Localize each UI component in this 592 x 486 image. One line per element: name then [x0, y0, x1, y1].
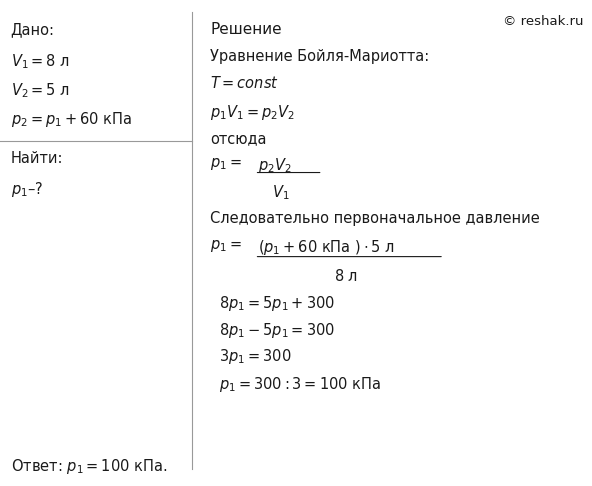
Text: $T = const$: $T = const$: [210, 75, 279, 91]
Text: $8$ л: $8$ л: [334, 268, 359, 284]
Text: $p_2 = p_1 + 60$ кПа: $p_2 = p_1 + 60$ кПа: [11, 110, 132, 129]
Text: Следовательно первоначальное давление: Следовательно первоначальное давление: [210, 211, 540, 226]
Text: $p_1V_1 = p_2V_2$: $p_1V_1 = p_2V_2$: [210, 103, 295, 122]
Text: $p_1 = $: $p_1 = $: [210, 238, 242, 254]
Text: Дано:: Дано:: [11, 22, 54, 37]
Text: отсюда: отсюда: [210, 131, 266, 146]
Text: Решение: Решение: [210, 22, 282, 37]
Text: $p_1$–?: $p_1$–?: [11, 180, 43, 199]
Text: $3p_1 = 300$: $3p_1 = 300$: [219, 347, 291, 366]
Text: Ответ: $p_1 = 100$ кПа.: Ответ: $p_1 = 100$ кПа.: [11, 457, 167, 476]
Text: Найти:: Найти:: [11, 151, 63, 166]
Text: $8p_1 = 5p_1 + 300$: $8p_1 = 5p_1 + 300$: [219, 294, 335, 313]
Text: © reshak.ru: © reshak.ru: [503, 15, 583, 28]
Text: $p_1 = 300 : 3 = 100$ кПа: $p_1 = 300 : 3 = 100$ кПа: [219, 375, 381, 394]
Text: $p_1 = $: $p_1 = $: [210, 156, 242, 172]
Text: $V_2 = 5$ л: $V_2 = 5$ л: [11, 81, 70, 100]
Text: $p_2V_2$: $p_2V_2$: [258, 156, 291, 174]
Text: $(p_1 + 60$ кПа $)\cdot 5$ л: $(p_1 + 60$ кПа $)\cdot 5$ л: [258, 238, 394, 257]
Text: $V_1$: $V_1$: [272, 184, 290, 202]
Text: Уравнение Бойля-Мариотта:: Уравнение Бойля-Мариотта:: [210, 49, 429, 64]
Text: $V_1 = 8$ л: $V_1 = 8$ л: [11, 52, 70, 70]
Text: $8p_1 - 5p_1 = 300$: $8p_1 - 5p_1 = 300$: [219, 321, 335, 340]
